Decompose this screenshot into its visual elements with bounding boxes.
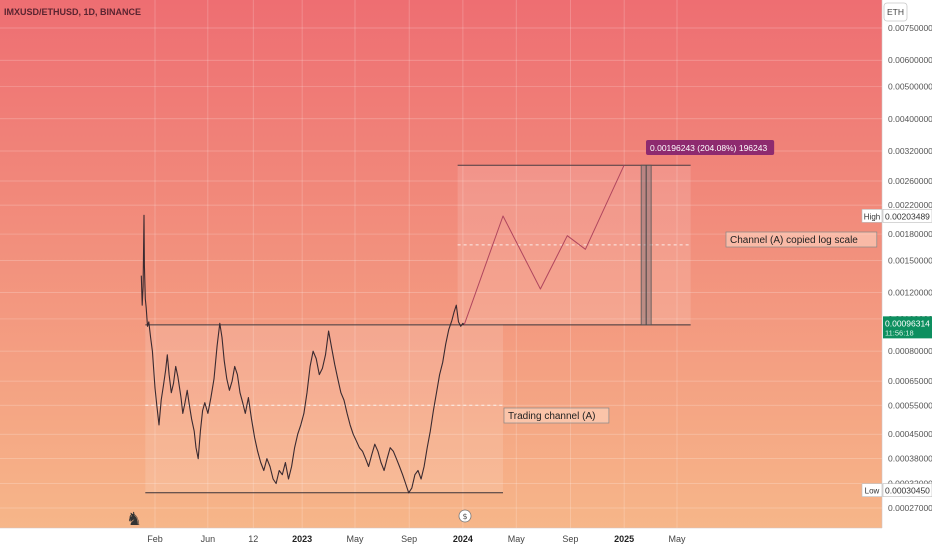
low-marker-label-box [861, 483, 883, 497]
log-channel-label-group: Channel (A) copied log scale [725, 231, 878, 248]
y-tick-label: 0.00080000 [888, 346, 932, 356]
y-tick-label: 0.00400000 [888, 114, 932, 124]
time-axis-panel [0, 528, 932, 550]
y-tick-label: 0.00500000 [888, 82, 932, 92]
low-marker-value: 0.00030450 [885, 486, 930, 496]
low-marker-group[interactable]: Low 0.00030450 [861, 483, 932, 497]
y-tick-label: 0.00038000 [888, 454, 932, 464]
price-line [140, 214, 465, 494]
trading-channel-label-group: Trading channel (A) [503, 407, 610, 424]
x-tick-label: 2025 [614, 534, 634, 544]
price-series [140, 164, 625, 494]
price-axis-panel [882, 0, 932, 550]
current-price-value: 0.00096314 [885, 318, 930, 328]
y-tick-label: 0.00220000 [888, 200, 932, 210]
log-channel-label-box [725, 231, 878, 248]
high-marker-value: 0.00203489 [885, 211, 930, 221]
event-marker-glyph: $ [462, 512, 467, 521]
measure-label-box [646, 140, 775, 155]
projection-path [463, 164, 625, 325]
channels: Trading channel (A) Channel (A) copied lo… [145, 140, 878, 494]
current-price-countdown: 11:56:18 [885, 328, 914, 337]
y-tick-label: 0.00120000 [888, 288, 932, 298]
y-tick-label: 0.00260000 [888, 176, 932, 186]
measure-label: 0.00196243 (204.08%) 196243 [650, 143, 767, 153]
x-tick-label: 2023 [292, 534, 312, 544]
logo-icon: ♞ [126, 509, 142, 530]
log-channel-label: Channel (A) copied log scale [730, 235, 858, 246]
y-tick-label: 0.00180000 [888, 229, 932, 239]
y-tick-label: 0.00600000 [888, 55, 932, 65]
y-tick-label: 0.00320000 [888, 146, 932, 156]
high-marker-label: High [864, 212, 880, 221]
high-marker-group[interactable]: High 0.00203489 [861, 209, 932, 223]
measure-label-group: 0.00196243 (204.08%) 196243 [646, 140, 775, 155]
y-tick-label: 0.00750000 [888, 23, 932, 33]
x-tick-label: May [668, 534, 686, 544]
current-price-box [883, 316, 932, 339]
currency-button-frame [883, 2, 908, 22]
x-tick-label: May [508, 534, 526, 544]
y-tick-label: 0.00027000 [888, 503, 932, 513]
y-tick-label: 0.00065000 [888, 376, 932, 386]
low-marker-value-box [882, 483, 932, 497]
x-tick-label: Sep [401, 534, 417, 544]
channel-a-fill [145, 324, 504, 493]
x-tick-label: May [346, 534, 364, 544]
x-tick-label: 12 [248, 534, 258, 544]
event-marker-icon[interactable] [458, 509, 472, 523]
low-marker-label: Low [865, 487, 880, 496]
trading-channel-label: Trading channel (A) [508, 411, 595, 422]
x-tick-label: 2024 [453, 534, 473, 544]
y-tick-label: 0.00055000 [888, 400, 932, 410]
currency-button[interactable]: ETH [887, 7, 904, 17]
x-tick-label: Jun [201, 534, 216, 544]
trading-channel-label-box [503, 407, 610, 424]
price-axis[interactable]: 0.00750000 0.00600000 0.00500000 0.00400000… [861, 23, 932, 513]
symbol-title[interactable]: IMXUSD/ETHUSD, 1D, BINANCE [4, 7, 141, 17]
x-tick-label: Feb [147, 534, 163, 544]
y-tick-label: 0.00045000 [888, 429, 932, 439]
time-axis[interactable]: Feb Jun 12 2023 May Sep 2024 May Sep 2025 May [147, 534, 686, 544]
x-tick-label: Sep [562, 534, 578, 544]
y-tick-label: 0.00150000 [888, 255, 932, 265]
high-marker-label-box [861, 209, 883, 223]
high-marker-value-box [882, 209, 932, 223]
